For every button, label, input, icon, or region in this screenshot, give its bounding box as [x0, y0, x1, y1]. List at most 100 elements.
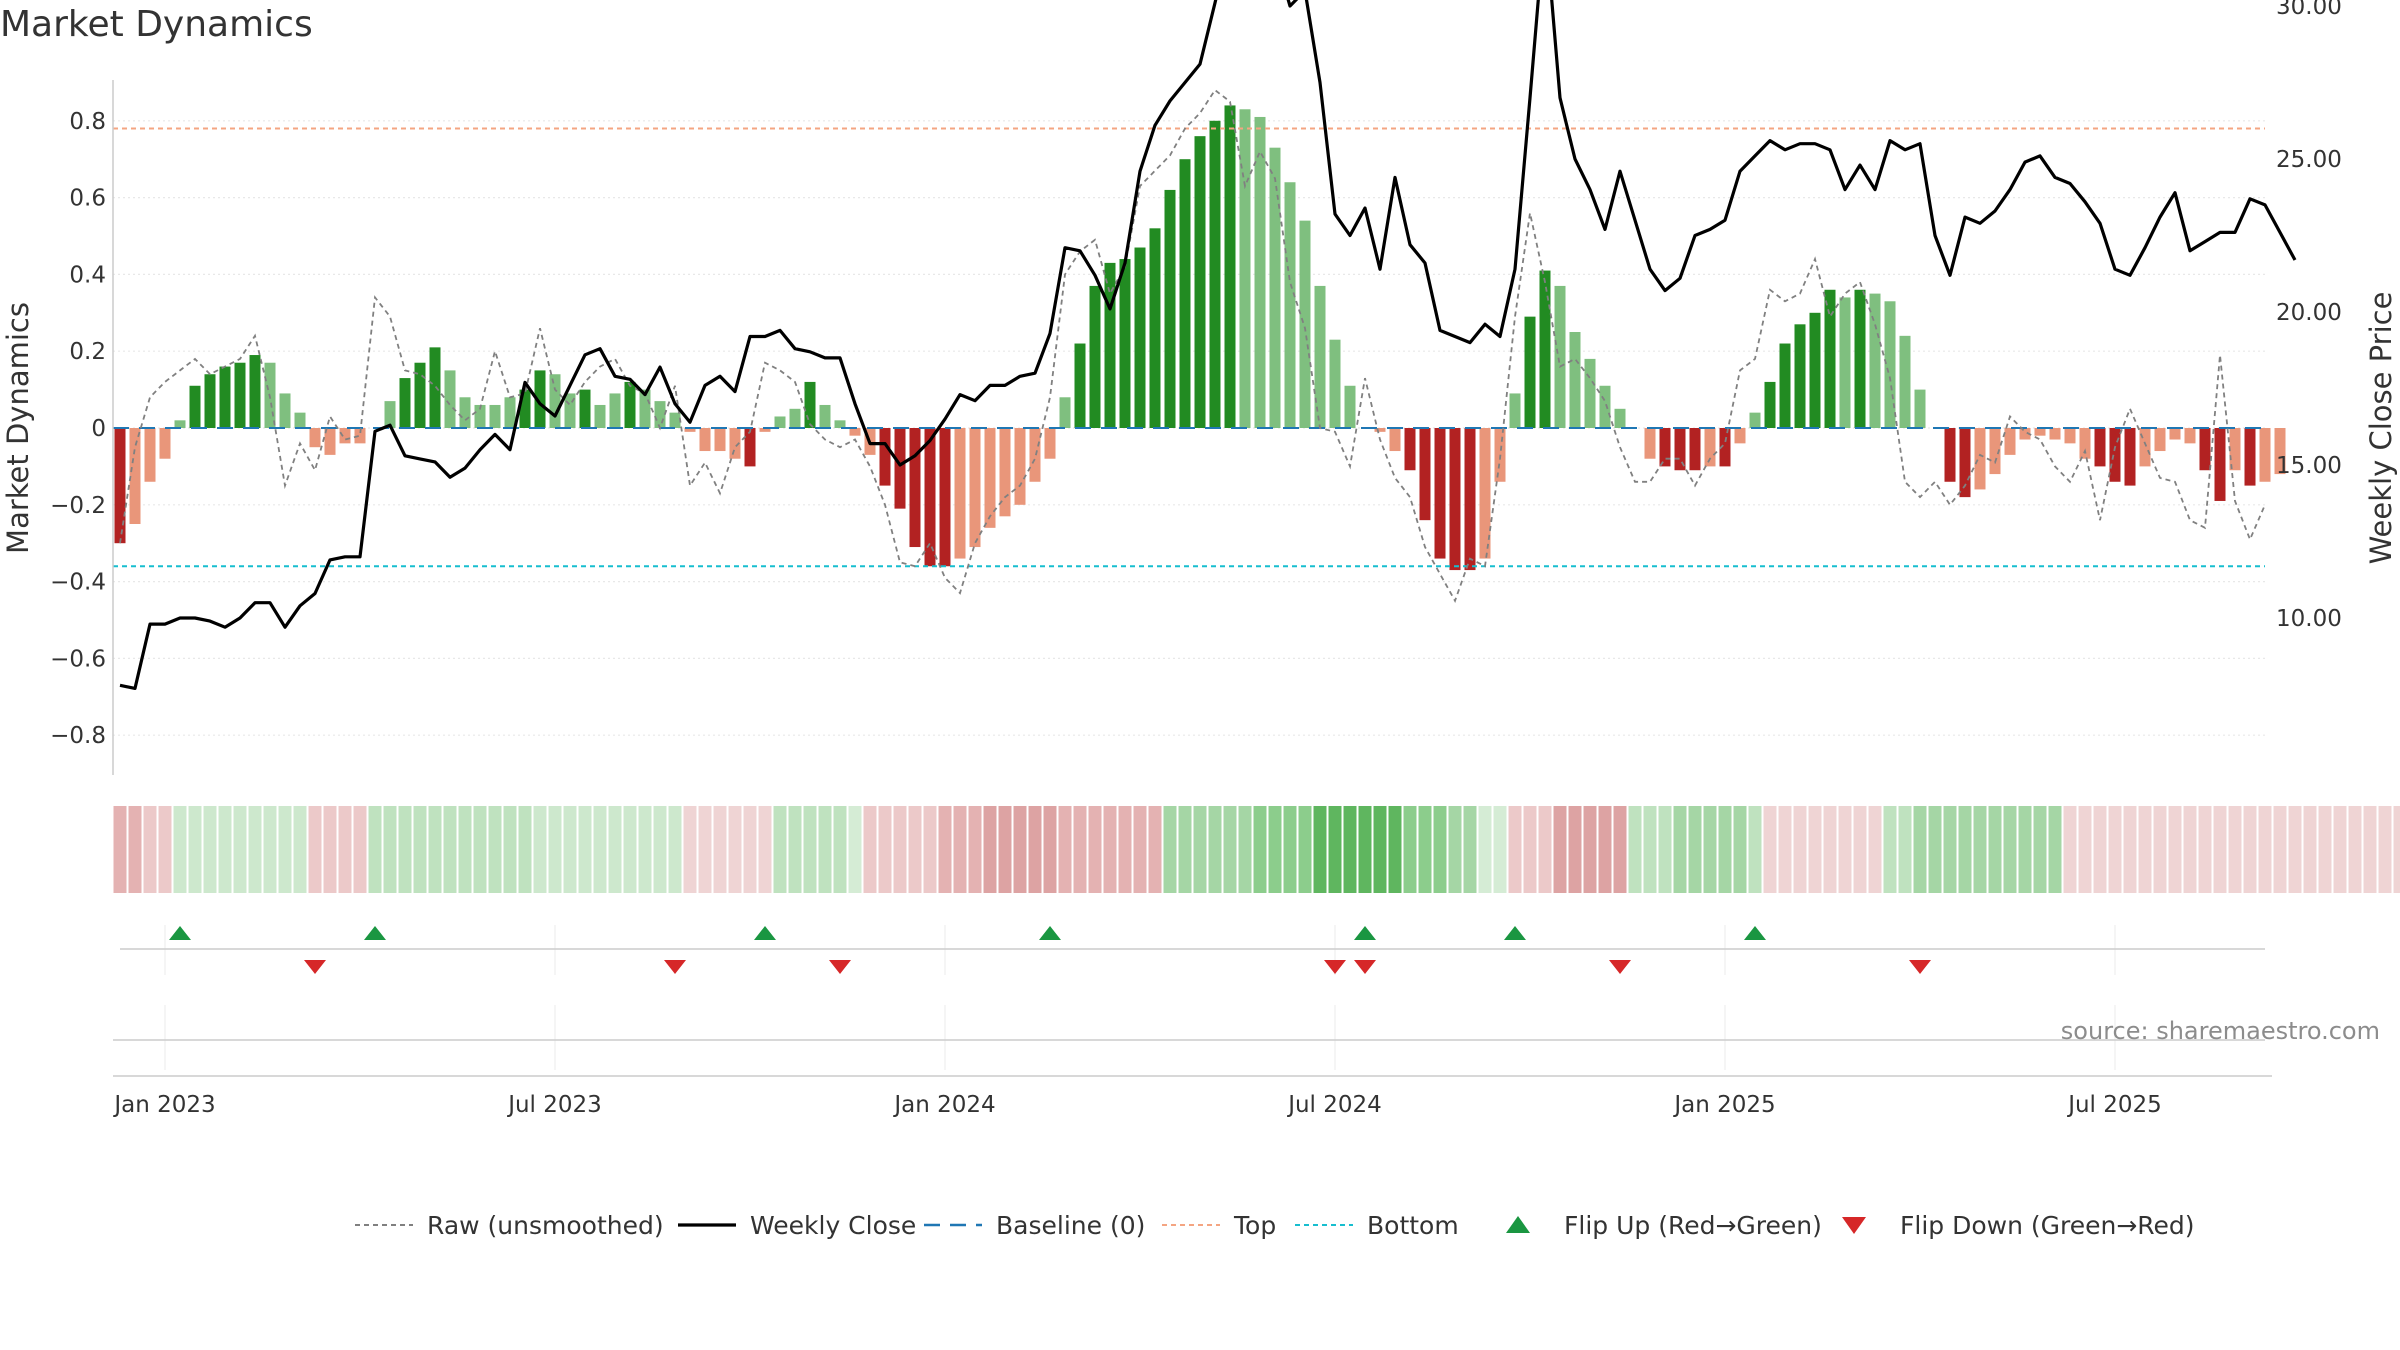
strip-cell [1778, 806, 1792, 893]
dynamics-bar [1314, 285, 1326, 428]
strip-cell [593, 806, 607, 893]
strip-cell [1133, 806, 1147, 893]
y-tick-label: 0.4 [69, 262, 106, 288]
dynamics-bar [294, 412, 306, 428]
dynamics-bar [1899, 335, 1911, 428]
strip-cell [893, 806, 907, 893]
strip-cell [203, 806, 217, 893]
strip-cell [2333, 806, 2347, 893]
dynamics-bar [474, 404, 486, 428]
strip-cell [683, 806, 697, 893]
y-axis-label: Market Dynamics [1, 302, 35, 554]
dynamics-bar [204, 374, 216, 428]
dynamics-bar [1599, 385, 1611, 428]
strip-cell [1478, 806, 1492, 893]
strip-cell [413, 806, 427, 893]
strip-cell [1868, 806, 1882, 893]
strip-cell [2198, 806, 2212, 893]
strip-cell [1688, 806, 1702, 893]
strip-cell [488, 806, 502, 893]
dynamics-bar [114, 428, 126, 544]
strip-cell [1583, 806, 1597, 893]
strip-cell [458, 806, 472, 893]
legend-label: Top [1233, 1211, 1276, 1240]
strip-cell [143, 806, 157, 893]
dynamics-bar [1944, 428, 1956, 482]
strip-cell [1598, 806, 1612, 893]
strip-cell [2348, 806, 2362, 893]
dynamics-bar [1974, 428, 1986, 490]
strip-cell [1373, 806, 1387, 893]
legend-item: Flip Down (Green→Red) [1842, 1211, 2195, 1240]
dynamics-bar [1179, 159, 1191, 428]
dynamics-bar [624, 381, 636, 428]
strip-cell [368, 806, 382, 893]
dynamics-bar [1809, 312, 1821, 428]
y2-tick-label: 15.00 [2276, 453, 2342, 479]
dynamics-bar [1254, 116, 1266, 429]
dynamics-bar [2064, 428, 2076, 444]
strip-cell [2243, 806, 2257, 893]
strip-cell [233, 806, 247, 893]
dynamics-bar [1509, 393, 1521, 428]
dynamics-bar [1164, 189, 1176, 428]
legend-item: Baseline (0) [924, 1211, 1145, 1240]
strip-cell [1058, 806, 1072, 893]
strip-cell [1538, 806, 1552, 893]
strip-cell [518, 806, 532, 893]
line-series [119, 0, 2297, 691]
flip-down-marker [664, 960, 686, 974]
strip-cell [2303, 806, 2317, 893]
strip-cell [1763, 806, 1777, 893]
x-tick-label: Jul 2024 [1286, 1092, 1382, 1118]
dynamics-bar [1224, 105, 1236, 428]
strip-cell [1043, 806, 1057, 893]
flip-markers-panel [113, 926, 2272, 1077]
dynamics-bar [1764, 381, 1776, 428]
strip-cell [2228, 806, 2242, 893]
dynamics-bar [1719, 428, 1731, 467]
dynamics-bar [1554, 285, 1566, 428]
dynamics-bar [1119, 259, 1131, 428]
dynamics-bar [1749, 412, 1761, 428]
strip-cell [2153, 806, 2167, 893]
strip-cell [2108, 806, 2122, 893]
dynamics-bar [1464, 428, 1476, 571]
dynamics-bar [744, 428, 756, 467]
strip-cell [623, 806, 637, 893]
strip-cell [1523, 806, 1537, 893]
dynamics-bar [399, 378, 411, 428]
dynamics-bar [2124, 428, 2136, 486]
strip-cell [428, 806, 442, 893]
dynamics-bar [609, 393, 621, 428]
dynamics-bar [1839, 297, 1851, 428]
dynamics-bar [504, 397, 516, 428]
dynamics-bar [1044, 428, 1056, 459]
dynamics-bar [1329, 339, 1341, 428]
legend-item: Raw (unsmoothed) [355, 1211, 664, 1240]
strip-cell [1838, 806, 1852, 893]
dynamics-bar [1914, 389, 1926, 428]
dynamics-bar [144, 428, 156, 482]
strip-cell [578, 806, 592, 893]
strip-cell [1118, 806, 1132, 893]
strip-cell [923, 806, 937, 893]
strip-cell [908, 806, 922, 893]
strip-cell [1298, 806, 1312, 893]
dynamics-bar [354, 428, 366, 444]
strip-cell [1613, 806, 1627, 893]
y-tick-label: 0.8 [69, 109, 106, 135]
x-tick-label: Jan 2023 [112, 1092, 215, 1118]
strip-cell [1268, 806, 1282, 893]
dynamics-bar [1734, 428, 1746, 444]
strip-cell [1238, 806, 1252, 893]
dynamics-bar [759, 428, 771, 432]
strip-cell [2318, 806, 2332, 893]
x-tick-label: Jul 2023 [506, 1092, 602, 1118]
raw-line [119, 88, 2266, 603]
dynamics-bar [1104, 262, 1116, 428]
legend-label: Weekly Close [750, 1211, 916, 1240]
dynamics-bar [1479, 428, 1491, 559]
strip-cell [1793, 806, 1807, 893]
strip-cell [218, 806, 232, 893]
